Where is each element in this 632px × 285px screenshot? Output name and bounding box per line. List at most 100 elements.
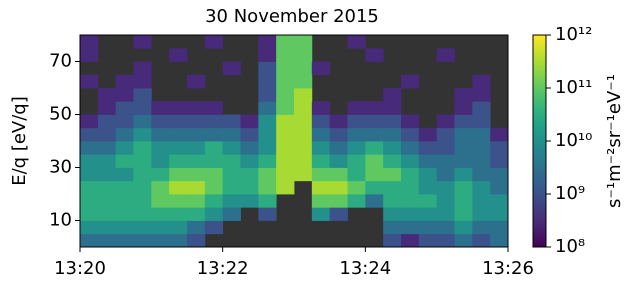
chart-title: 30 November 2015 <box>205 6 379 27</box>
heatmap-cell <box>98 128 116 142</box>
heatmap-cell <box>294 128 312 142</box>
heatmap-cell <box>472 75 490 89</box>
heatmap-cell <box>169 221 187 235</box>
heatmap-cell <box>472 101 490 115</box>
heatmap-cell <box>205 101 223 115</box>
heatmap-cell <box>401 154 419 168</box>
heatmap-cell <box>258 141 276 155</box>
heatmap-cell <box>258 35 276 49</box>
heatmap-cell <box>134 101 152 115</box>
y-axis-label: E/q [eV/q] <box>9 96 30 186</box>
heatmap-cell <box>276 35 294 49</box>
heatmap-cell <box>383 168 401 182</box>
heatmap-cell <box>169 234 187 248</box>
heatmap-cell <box>98 88 116 102</box>
heatmap-cell <box>490 154 508 168</box>
heatmap-cell <box>276 88 294 102</box>
heatmap-cell <box>98 221 116 235</box>
heatmap-cell <box>490 141 508 155</box>
heatmap-cell <box>383 88 401 102</box>
heatmap-cell <box>98 168 116 182</box>
heatmap-cell <box>294 154 312 168</box>
heatmap-cell <box>401 234 419 248</box>
heatmap-cell <box>365 101 383 115</box>
heatmap-cell <box>455 128 473 142</box>
heatmap-cell <box>98 207 116 221</box>
heatmap-cell <box>437 181 455 195</box>
heatmap-cell <box>116 115 134 129</box>
heatmap-cell <box>258 154 276 168</box>
heatmap-cell <box>205 221 223 235</box>
colorbar-tick-label: 10¹² <box>555 24 592 45</box>
heatmap-cell <box>151 221 169 235</box>
heatmap-cell <box>276 181 294 195</box>
heatmap-cell <box>437 141 455 155</box>
heatmap-cell <box>419 207 437 221</box>
heatmap-cell <box>276 75 294 89</box>
heatmap-cell <box>437 128 455 142</box>
chart: 30 November 2015 E/q [eV/q] s⁻¹m⁻²sr⁻¹eV… <box>0 0 632 285</box>
heatmap-cell <box>348 154 366 168</box>
heatmap-cell <box>134 181 152 195</box>
heatmap-cell <box>258 48 276 62</box>
heatmap-cell <box>241 154 259 168</box>
heatmap-cell <box>187 154 205 168</box>
colorbar-label: s⁻¹m⁻²sr⁻¹eV⁻¹ <box>604 74 625 208</box>
heatmap-cell <box>472 234 490 248</box>
heatmap-cell <box>455 194 473 208</box>
heatmap-cell <box>169 48 187 62</box>
heatmap-cell <box>276 154 294 168</box>
heatmap-cell <box>169 154 187 168</box>
heatmap-cell <box>490 181 508 195</box>
heatmap-cell <box>98 181 116 195</box>
heatmap-cell <box>365 194 383 208</box>
heatmap-cell <box>472 194 490 208</box>
heatmap-cell <box>401 181 419 195</box>
heatmap-cell <box>472 141 490 155</box>
heatmap-cell <box>330 115 348 129</box>
heatmap-cell <box>383 128 401 142</box>
heatmap-cell <box>294 88 312 102</box>
heatmap-cell <box>80 35 98 49</box>
heatmap-cell <box>365 141 383 155</box>
heatmap-cell <box>205 168 223 182</box>
heatmap-cell <box>330 141 348 155</box>
heatmap-cell <box>437 48 455 62</box>
heatmap-cell <box>205 128 223 142</box>
heatmap-cell <box>294 101 312 115</box>
heatmap-cell <box>401 115 419 129</box>
heatmap-cell <box>223 168 241 182</box>
heatmap-cell <box>241 194 259 208</box>
heatmap-cell <box>223 181 241 195</box>
heatmap-cell <box>80 194 98 208</box>
colorbar-tick-label: 10⁹ <box>555 183 585 204</box>
heatmap-cell <box>490 194 508 208</box>
heatmap-cell <box>455 141 473 155</box>
heatmap-cell <box>116 128 134 142</box>
heatmap-cell <box>294 48 312 62</box>
heatmap-cell <box>490 234 508 248</box>
heatmap-cell <box>437 115 455 129</box>
heatmap-cell <box>312 154 330 168</box>
heatmap-cell <box>80 141 98 155</box>
heatmap-cell <box>472 207 490 221</box>
heatmap-cell <box>365 168 383 182</box>
heatmap-cell <box>134 128 152 142</box>
heatmap-cell <box>151 181 169 195</box>
heatmap-cell <box>294 62 312 76</box>
heatmap-cell <box>437 207 455 221</box>
heatmap-cell <box>348 141 366 155</box>
heatmap-cell <box>401 75 419 89</box>
heatmap-cell <box>419 181 437 195</box>
heatmap-cell <box>223 207 241 221</box>
heatmap-cell <box>116 141 134 155</box>
heatmap-cell <box>276 48 294 62</box>
heatmap-cell <box>187 128 205 142</box>
heatmap-cell <box>169 115 187 129</box>
heatmap-cell <box>187 181 205 195</box>
heatmap-cell <box>472 221 490 235</box>
heatmap-cell <box>383 101 401 115</box>
heatmap-cell <box>134 221 152 235</box>
heatmap-cell <box>223 141 241 155</box>
heatmap-cell <box>116 194 134 208</box>
